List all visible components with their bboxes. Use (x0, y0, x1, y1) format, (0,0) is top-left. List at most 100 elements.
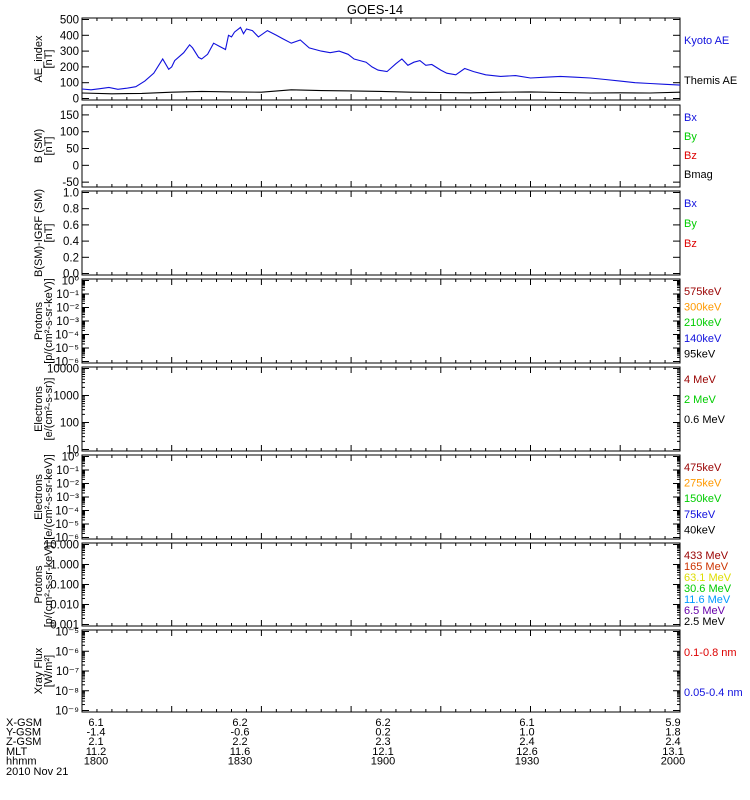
y-tick-label: 10⁻¹ (56, 465, 79, 477)
y-axis-label-line: [nT] (43, 137, 55, 156)
legend-entry: 75keV (684, 509, 716, 521)
legend-entry: 4 MeV (684, 374, 716, 386)
y-tick-label: 1.0 (63, 188, 79, 200)
y-tick-label: 200 (60, 62, 79, 74)
orbit-value: 6.2 (375, 717, 390, 729)
orbit-value: 1.8 (665, 727, 680, 739)
orbit-value: 0.2 (375, 727, 390, 739)
orbit-value: 2000 (661, 755, 685, 767)
orbit-value: 2.1 (88, 736, 103, 748)
orbit-value: 6.1 (519, 717, 534, 729)
legend-entry: Themis AE (684, 75, 737, 87)
y-tick-label: 10⁻² (56, 479, 79, 491)
y-tick-label: 0.0 (63, 269, 79, 281)
orbit-table: X-GSM 6.1 6.2 6.2 6.1 5.9 Y-GSM -1.4 -0.6 0.2 1.0 1… (6, 717, 685, 767)
orbit-value: 2.2 (232, 736, 247, 748)
y-tick-label: 0.010 (50, 600, 79, 612)
y-tick-label: 0.2 (63, 252, 79, 264)
y-axis-label: B (SM)[nT] (33, 129, 55, 163)
panel-ae: 0 100 200 300 400 500 AE_index[nT] Kyoto AE Them… (33, 15, 737, 106)
panel-frame (81, 454, 681, 540)
legend-entry: Bmag (684, 169, 713, 181)
series-line-themis-ae (81, 89, 681, 95)
legend-entry: 0.1-0.8 nm (684, 647, 737, 659)
y-axis-label: Protons[p/(cm²-s-sr-keV)] (33, 278, 55, 364)
y-tick-label: 10⁰ (62, 276, 80, 288)
orbit-value: 6.2 (232, 717, 247, 729)
y-axis-label-line: Protons (33, 565, 45, 603)
legend-entry: 210keV (684, 317, 722, 329)
legend-entry: 0.05-0.4 nm (684, 687, 743, 699)
orbit-value: -0.6 (231, 727, 250, 739)
panel-b: -50 0 50 100 150 B (SM)[nT] Bx By Bz Bmag (33, 104, 713, 189)
y-axis-label: Electrons[e/(cm²-s-sr-keV)] (33, 454, 55, 540)
legend-entry: 575keV (684, 286, 722, 298)
panel-frame (81, 278, 681, 364)
y-tick-label: 0 (73, 94, 79, 106)
y-axis-label-line: AE_index (33, 35, 45, 83)
orbit-value: 1.0 (519, 727, 534, 739)
legend-entry: 2 MeV (684, 394, 716, 406)
y-axis-label-line: Electrons (33, 474, 45, 520)
orbit-value: 1830 (228, 755, 252, 767)
y-axis-label-line: [e/(cm²-s-sr)] (43, 378, 55, 441)
orbit-value: 2.3 (375, 736, 390, 748)
y-axis-label-line: Xray Flux (33, 647, 45, 694)
y-tick-label: 10⁰ (62, 452, 80, 464)
y-tick-label: 500 (60, 15, 79, 27)
orbit-row-label: MLT (6, 746, 27, 758)
y-tick-label: 10⁻⁵ (55, 343, 79, 355)
y-tick-label: 10⁻⁵ (55, 519, 79, 531)
y-tick-label: 0.100 (50, 580, 79, 592)
y-axis-label-line: Electrons (33, 386, 45, 432)
legend-entry: 0.6 MeV (684, 414, 726, 426)
y-tick-label: 10⁻⁷ (56, 666, 79, 678)
y-axis-label: Protons[p/(cm²-s-sr-keV)] (33, 542, 55, 628)
legend-entry: Bx (684, 198, 697, 210)
legend-entry: 275keV (684, 478, 722, 490)
panel-protons2: 0.0010.0100.1001.00010.000Protons[p/(cm²… (33, 540, 732, 632)
y-tick-label: 1000 (53, 391, 79, 403)
date-label: 2010 Nov 21 (6, 766, 68, 778)
legend-entry: 165 MeV (684, 561, 729, 573)
legend-entry: By (684, 131, 697, 143)
y-tick-label: 1.000 (50, 560, 79, 572)
y-axis-label: Electrons[e/(cm²-s-sr)] (33, 378, 55, 441)
series-line-kyoto-ae (81, 26, 681, 91)
legend-entry: 300keV (684, 302, 722, 314)
y-tick-label: 10⁻⁴ (55, 506, 79, 518)
y-tick-label: -50 (62, 177, 79, 189)
legend-entry: 30.6 MeV (684, 583, 732, 595)
y-tick-label: 10⁻³ (56, 316, 79, 328)
orbit-row-label: Y-GSM (6, 727, 41, 739)
orbit-value: 1930 (515, 755, 539, 767)
panel-bdiff: 0.0 0.2 0.4 0.6 0.8 1.0 B(SM)-IGRF (SM)[nT] Bx B… (33, 188, 697, 281)
y-axis-label-line: [p/(cm²-s-sr-keV)] (43, 278, 55, 364)
orbit-value: 13.1 (662, 746, 683, 758)
y-axis-label-line: [e/(cm²-s-sr-keV)] (43, 454, 55, 540)
orbit-value: 12.6 (516, 746, 537, 758)
panel-frame (81, 542, 681, 627)
y-tick-label: 10.000 (44, 540, 79, 552)
panel-frame (81, 190, 681, 276)
y-tick-label: 0 (73, 160, 79, 172)
legend-entry: 63.1 MeV (684, 572, 732, 584)
legend-entry: Bz (684, 238, 697, 250)
legend-entry: Bx (684, 112, 697, 124)
legend-entry: 140keV (684, 333, 722, 345)
y-tick-label: 150 (60, 110, 79, 122)
y-tick-label: 100 (60, 418, 79, 430)
panel-frame (81, 366, 681, 452)
y-tick-label: 50 (66, 144, 79, 156)
y-axis-label-line: [W/m²] (43, 655, 55, 687)
y-tick-label: 10⁻⁹ (55, 706, 79, 718)
panel-frame (81, 17, 681, 101)
y-tick-label: 300 (60, 46, 79, 58)
y-axis-label-line: B (SM) (33, 129, 45, 163)
y-tick-label: 10⁻¹ (56, 289, 79, 301)
